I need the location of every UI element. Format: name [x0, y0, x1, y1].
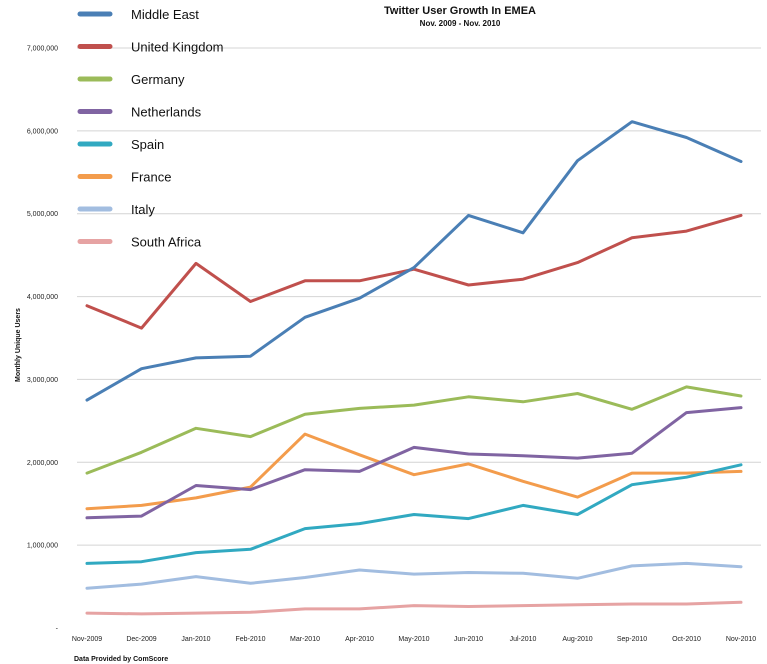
legend-label: France — [131, 170, 171, 185]
x-axis-ticks: Nov-2009 Dec-2009 Jan-2010 Feb-2010 Mar-2010… — [72, 636, 756, 643]
y-tick-label: 7,000,000 — [27, 46, 58, 53]
y-tick-label: 1,000,000 — [27, 543, 58, 550]
x-tick-label: Sep-2010 — [617, 636, 647, 643]
y-tick-label: 6,000,000 — [27, 128, 58, 135]
series-line — [85, 463, 743, 565]
x-tick-label: May-2010 — [398, 636, 429, 643]
series-line — [85, 406, 743, 520]
x-tick-label: Oct-2010 — [672, 636, 701, 643]
legend-label: South Africa — [131, 235, 202, 250]
x-tick-label: Aug-2010 — [562, 636, 592, 643]
legend-label: United Kingdom — [131, 40, 224, 55]
series-line — [85, 600, 743, 616]
x-tick-label: Nov-2010 — [726, 636, 756, 643]
y-tick-label: 2,000,000 — [27, 460, 58, 467]
chart-subtitle: Nov. 2009 - Nov. 2010 — [420, 19, 501, 28]
y-axis-ticks: - 1,000,000 2,000,000 3,000,000 4,000,000 5,0… — [27, 46, 59, 633]
legend: Middle East United Kingdom Germany Netherla… — [77, 7, 224, 250]
series-lines — [85, 120, 743, 616]
legend-label: Germany — [131, 72, 185, 87]
x-tick-label: Jan-2010 — [181, 636, 210, 643]
legend-label: Middle East — [131, 7, 199, 22]
x-tick-label: Nov-2009 — [72, 636, 102, 643]
y-tick-label: 3,000,000 — [27, 377, 58, 384]
x-tick-label: Mar-2010 — [290, 636, 320, 643]
y-tick-label: 5,000,000 — [27, 211, 58, 218]
series-line — [85, 120, 743, 402]
source-note: Data Provided by ComScore — [74, 656, 168, 663]
chart-title: Twitter User Growth In EMEA — [384, 5, 536, 17]
gridlines — [77, 47, 761, 546]
x-tick-label: Dec-2009 — [126, 636, 156, 643]
x-tick-label: Feb-2010 — [236, 636, 266, 643]
x-tick-label: Jun-2010 — [454, 636, 483, 643]
series-line — [85, 432, 743, 511]
legend-label: Italy — [131, 202, 155, 217]
legend-label: Netherlands — [131, 105, 202, 120]
y-axis-label: Monthly Unique Users — [15, 308, 22, 382]
series-line — [85, 213, 743, 330]
series-line — [85, 561, 743, 590]
x-tick-label: Apr-2010 — [345, 636, 374, 643]
x-tick-label: Jul-2010 — [510, 636, 537, 643]
legend-label: Spain — [131, 137, 164, 152]
y-tick-label: - — [56, 626, 59, 633]
series-line — [85, 385, 743, 475]
y-tick-label: 4,000,000 — [27, 294, 58, 301]
